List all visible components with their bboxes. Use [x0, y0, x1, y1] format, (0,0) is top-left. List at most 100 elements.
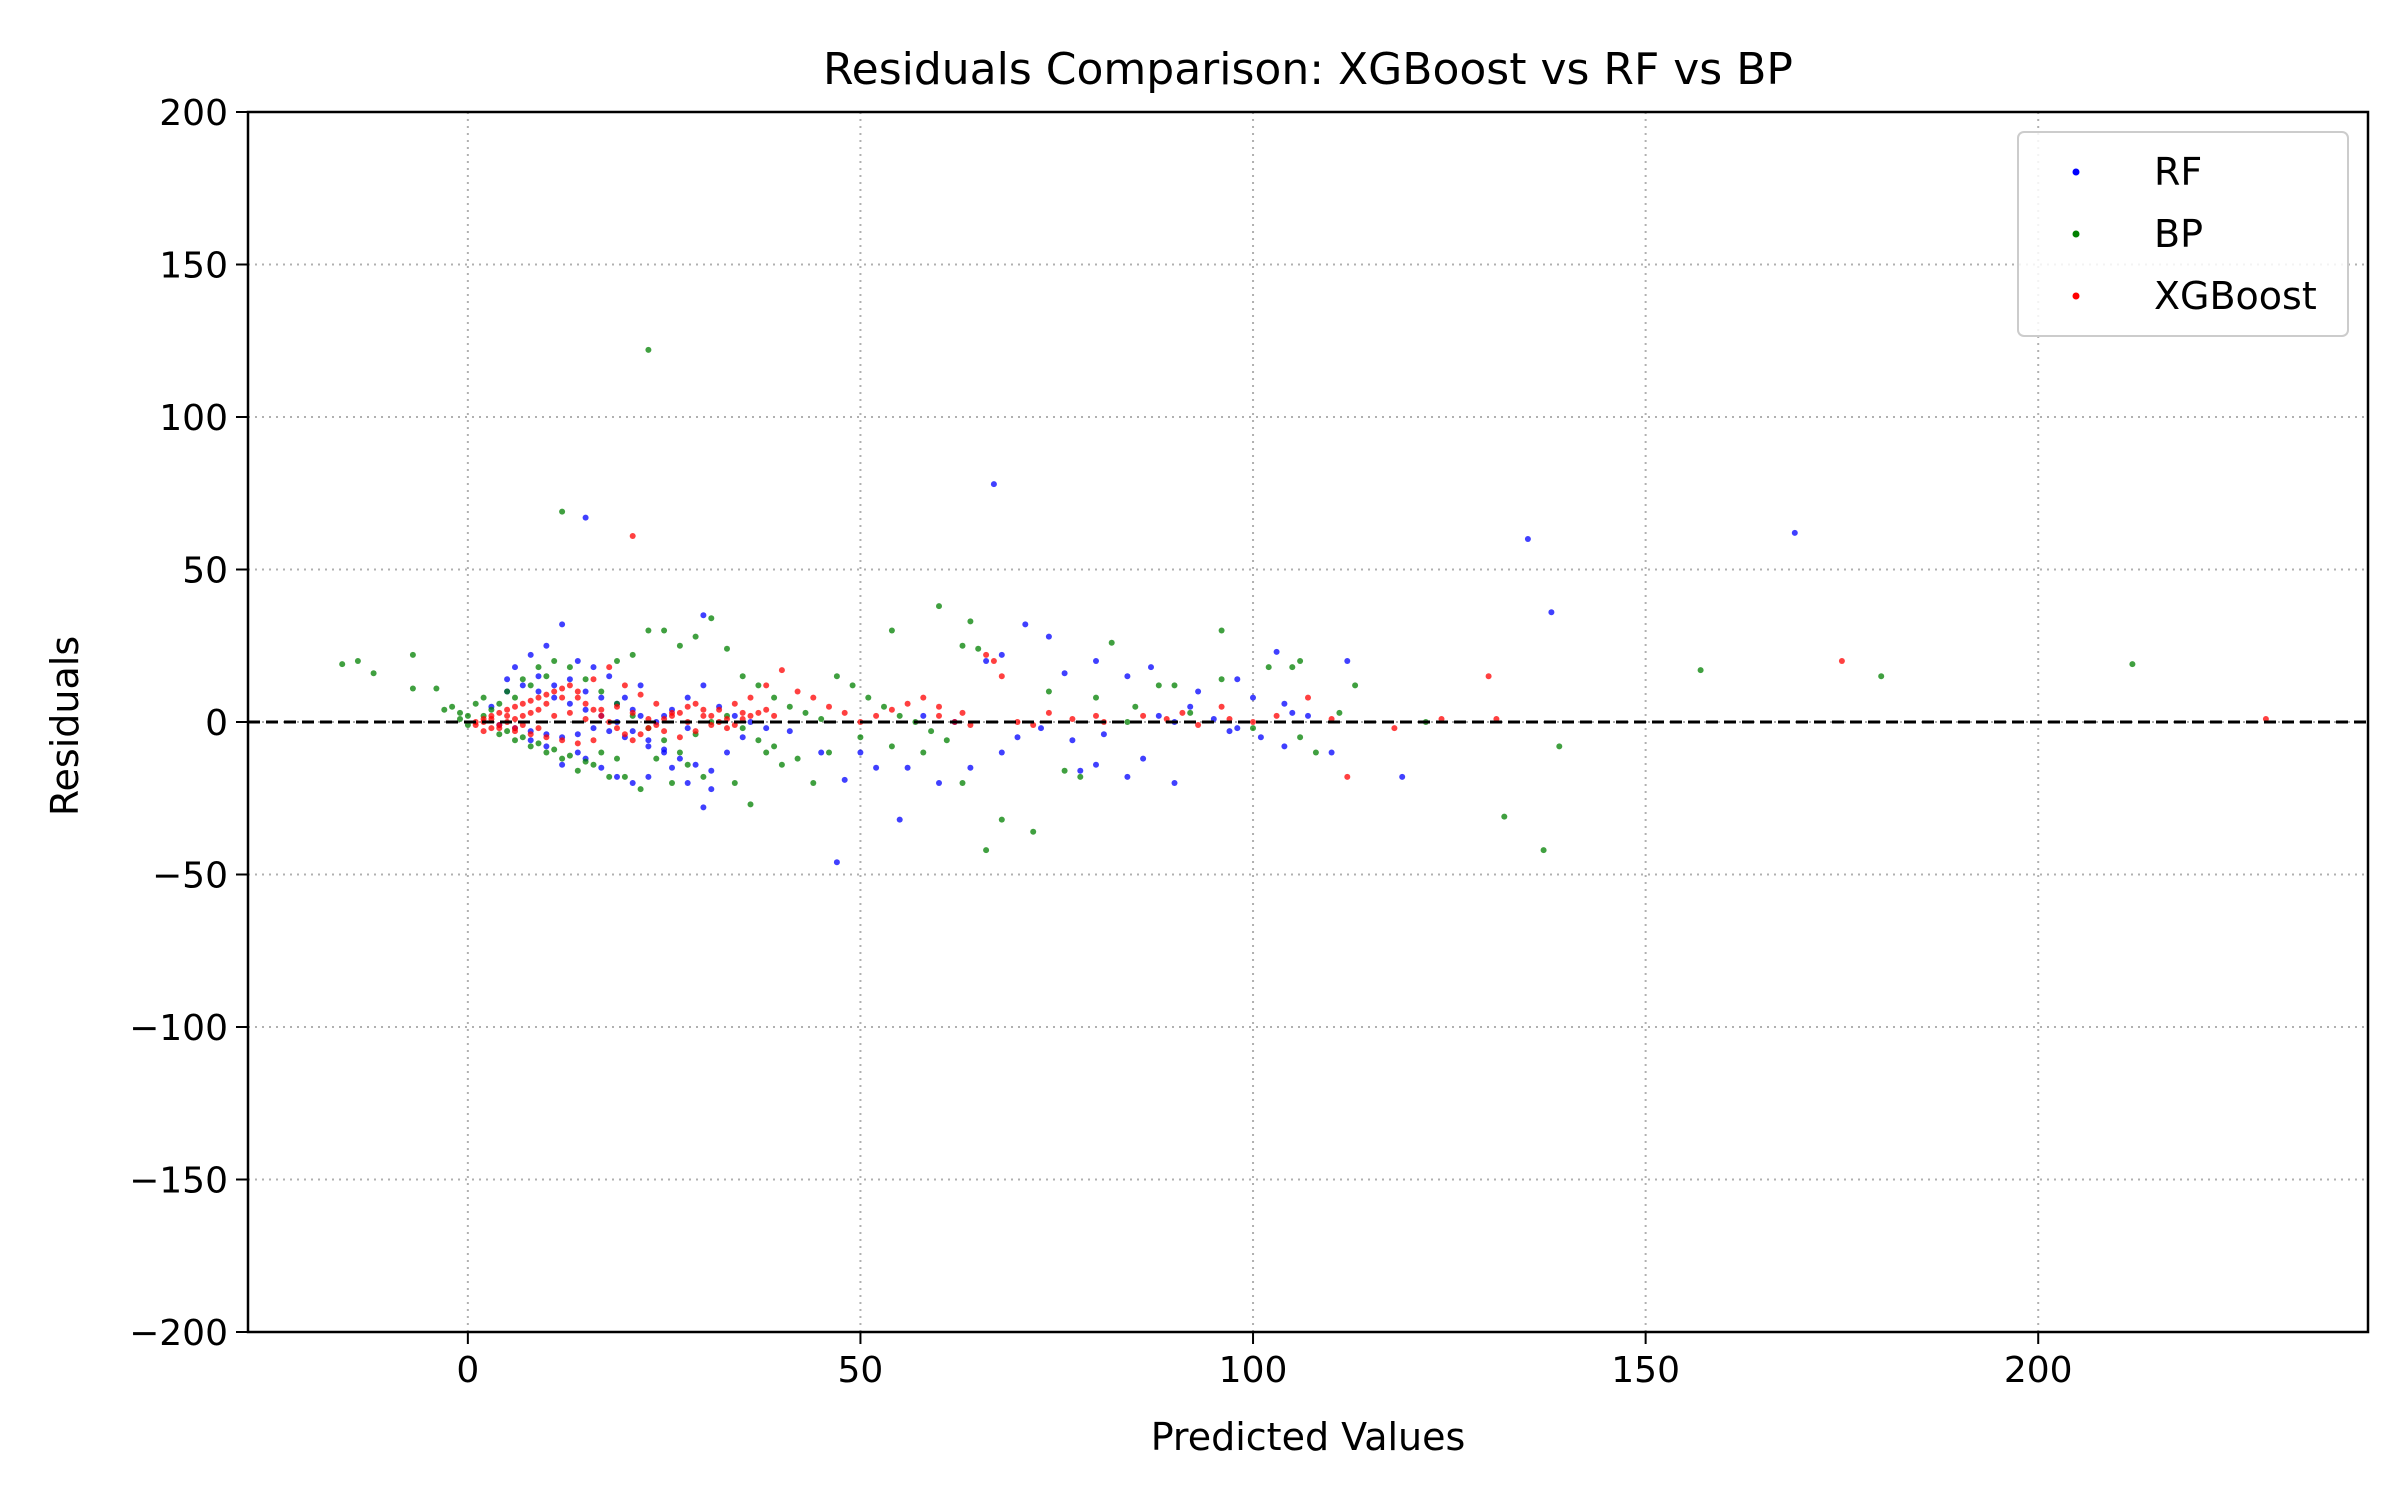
data-point	[645, 346, 652, 353]
data-point	[1014, 734, 1021, 741]
data-point	[763, 749, 770, 756]
data-point	[1312, 749, 1319, 756]
data-point	[527, 709, 534, 716]
data-point	[1273, 712, 1280, 719]
data-point	[1132, 703, 1139, 710]
data-point	[1250, 719, 1256, 725]
data-point	[590, 706, 597, 713]
data-point	[708, 712, 715, 719]
data-point	[747, 712, 754, 719]
data-point	[512, 694, 518, 701]
data-point	[692, 728, 699, 735]
data-point	[936, 712, 942, 719]
legend: RF BP XGBoost	[2017, 131, 2349, 337]
data-point	[755, 682, 762, 689]
data-point	[1281, 700, 1288, 707]
legend-marker	[2072, 230, 2080, 238]
data-point	[637, 712, 644, 719]
data-point	[1501, 813, 1508, 820]
data-point	[1289, 664, 1296, 671]
data-point	[504, 688, 511, 695]
data-point	[441, 706, 448, 713]
data-point	[684, 703, 691, 710]
data-point	[724, 645, 730, 652]
data-point	[1540, 847, 1547, 854]
data-point	[629, 737, 636, 744]
data-point	[881, 703, 887, 710]
data-point	[527, 737, 534, 744]
data-point	[559, 685, 566, 692]
data-point	[551, 658, 558, 664]
data-point	[598, 688, 605, 695]
data-point	[645, 773, 652, 780]
data-point	[1195, 688, 1202, 695]
data-point	[896, 712, 903, 719]
data-point	[535, 694, 542, 701]
data-point	[645, 737, 652, 744]
data-point	[1171, 682, 1178, 689]
data-point	[1524, 536, 1531, 542]
data-point	[574, 749, 581, 756]
data-point	[1171, 780, 1178, 786]
y-tick-label: −150	[129, 1161, 228, 1202]
data-point	[582, 700, 589, 707]
data-point	[535, 673, 542, 680]
data-point	[566, 752, 573, 759]
legend-marker	[2072, 168, 2080, 176]
data-point	[786, 703, 793, 710]
data-point	[849, 682, 856, 689]
data-point	[1155, 712, 1162, 719]
data-point	[684, 761, 691, 768]
data-point	[559, 761, 566, 768]
data-point	[1045, 709, 1052, 716]
data-point	[496, 700, 503, 707]
data-point	[543, 673, 550, 680]
data-point	[496, 709, 503, 716]
data-point	[841, 776, 848, 783]
data-point	[1838, 658, 1845, 664]
data-point	[566, 682, 573, 689]
data-point	[841, 709, 848, 716]
data-point	[527, 651, 534, 658]
data-point	[543, 691, 550, 698]
data-point	[606, 664, 613, 671]
data-point	[629, 728, 636, 735]
data-point	[582, 716, 589, 722]
data-point	[1093, 658, 1099, 664]
data-point	[527, 743, 534, 750]
data-point	[621, 694, 628, 701]
data-point	[661, 746, 668, 753]
data-point	[794, 688, 801, 695]
data-point	[771, 694, 778, 701]
data-point	[676, 749, 683, 756]
data-point	[888, 706, 895, 713]
y-tick-label: −100	[129, 1008, 228, 1049]
data-point	[1061, 767, 1068, 774]
data-point	[661, 627, 668, 634]
data-point	[676, 734, 683, 741]
chart-title: Residuals Comparison: XGBoost vs RF vs B…	[823, 44, 1793, 95]
data-point	[614, 725, 620, 732]
data-point	[582, 688, 589, 695]
data-point	[818, 749, 825, 756]
data-point	[990, 481, 997, 488]
data-point	[1257, 734, 1264, 741]
data-point	[551, 746, 558, 753]
data-point	[959, 780, 966, 786]
data-point	[559, 621, 566, 628]
data-point	[865, 694, 872, 701]
data-point	[559, 694, 566, 701]
data-point	[778, 761, 785, 768]
data-point	[582, 758, 589, 765]
data-point	[896, 816, 903, 823]
data-point	[936, 703, 942, 710]
data-point	[590, 725, 597, 732]
data-point	[684, 780, 691, 786]
data-point	[614, 755, 620, 762]
data-point	[614, 773, 620, 780]
data-point	[920, 694, 927, 701]
data-point	[959, 709, 966, 716]
data-point	[1391, 725, 1398, 732]
y-tick-label: 0	[205, 703, 228, 744]
